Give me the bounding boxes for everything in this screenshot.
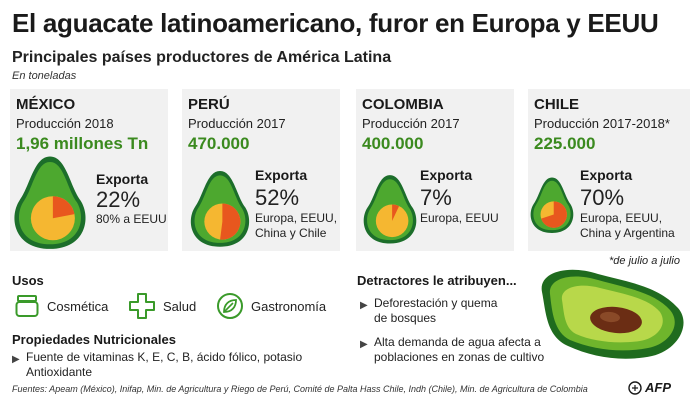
export-destinations: Europa, EEUU, China y Argentina bbox=[580, 211, 675, 240]
page-title: El aguacate latinoamericano, furor en Eu… bbox=[12, 8, 659, 38]
use-label: Salud bbox=[163, 298, 197, 314]
afp-logo-icon bbox=[628, 380, 642, 395]
unit-note: En toneladas bbox=[12, 70, 77, 82]
export-label: Exporta bbox=[96, 171, 149, 187]
use-gastronomia: Gastronomía bbox=[216, 292, 326, 320]
pie-slice-export bbox=[541, 201, 567, 228]
production-label: Producción 2018 bbox=[16, 116, 114, 131]
page-subtitle: Principales países productores de Améric… bbox=[12, 49, 392, 66]
use-label: Cosmética bbox=[47, 298, 109, 314]
panel-peru: PERÚ Producción 2017 470.000 Exporta 52%… bbox=[182, 89, 340, 251]
export-percent: 22% bbox=[96, 187, 141, 212]
export-percent: 52% bbox=[255, 185, 300, 210]
pie-slice-export bbox=[392, 204, 400, 221]
export-destinations: 80% a EEUU bbox=[96, 212, 167, 226]
country-name: PERÚ bbox=[188, 96, 230, 113]
health-cross-icon bbox=[129, 293, 155, 319]
export-label: Exporta bbox=[255, 167, 308, 183]
bullet-triangle-icon: ▶ bbox=[12, 354, 20, 365]
country-name: MÉXICO bbox=[16, 96, 76, 113]
cosmetic-jar-icon bbox=[15, 295, 39, 317]
nutrition-title: Propiedades Nutricionales bbox=[12, 332, 176, 347]
export-label: Exporta bbox=[580, 167, 633, 183]
pie-slice-export bbox=[52, 196, 75, 219]
use-cosmetica: Cosmética bbox=[14, 292, 108, 320]
production-value: 1,96 millones Tn bbox=[16, 134, 149, 153]
export-destinations: Europa, EEUU, China y Chile bbox=[255, 211, 338, 240]
export-destinations: Europa, EEUU bbox=[420, 211, 499, 225]
pie-slice-total bbox=[375, 204, 409, 238]
export-label: Exporta bbox=[420, 167, 473, 183]
export-percent: 7% bbox=[420, 185, 452, 210]
production-label: Producción 2017 bbox=[188, 116, 286, 131]
production-value: 400.000 bbox=[362, 134, 424, 153]
detractors-title: Detractores le atribuyen... bbox=[357, 273, 517, 288]
production-value: 225.000 bbox=[534, 134, 596, 153]
use-salud: Salud bbox=[128, 292, 196, 320]
pie-slice-export bbox=[220, 203, 241, 240]
bullet-triangle-icon: ▶ bbox=[360, 339, 368, 350]
use-label: Gastronomía bbox=[251, 298, 327, 314]
avocado-pie bbox=[363, 175, 417, 244]
nutrition-item: ▶ Fuente de vitaminas K, E, C, B, ácido … bbox=[12, 350, 303, 379]
export-percent: 70% bbox=[580, 185, 625, 210]
footnote: *de julio a julio bbox=[609, 255, 680, 267]
country-name: COLOMBIA bbox=[362, 96, 444, 113]
sources-note: Fuentes: Apeam (México), Inifap, Min. de… bbox=[12, 384, 588, 394]
avocado-pie bbox=[14, 156, 86, 249]
avocado-half-illustration bbox=[541, 269, 684, 359]
avocado-pie bbox=[190, 170, 250, 247]
bullet-triangle-icon: ▶ bbox=[360, 300, 368, 311]
avocado-pie bbox=[530, 177, 574, 233]
uses-title: Usos bbox=[12, 273, 44, 288]
detractor-item: ▶ Deforestación y quema de bosques bbox=[360, 296, 498, 325]
panel-colombia: COLOMBIA Producción 2017 400.000 Exporta… bbox=[356, 89, 514, 251]
panel-chile: CHILE Producción 2017-2018* 225.000 Expo… bbox=[528, 89, 690, 251]
credit: AFP bbox=[628, 380, 671, 395]
production-label: Producción 2017 bbox=[362, 116, 460, 131]
leaf-icon bbox=[217, 293, 243, 319]
production-value: 470.000 bbox=[188, 134, 250, 153]
production-label: Producción 2017-2018* bbox=[534, 116, 670, 131]
country-name: CHILE bbox=[534, 96, 579, 113]
detractor-item: ▶ Alta demanda de agua afecta a poblacio… bbox=[360, 335, 545, 364]
panel-mexico: MÉXICO Producción 2018 1,96 millones Tn … bbox=[10, 89, 168, 251]
